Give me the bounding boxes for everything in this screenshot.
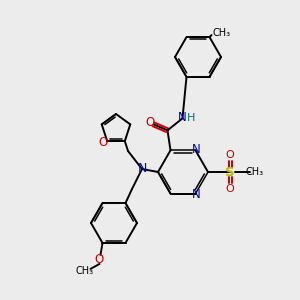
Text: O: O (226, 150, 234, 160)
Text: CH₃: CH₃ (212, 28, 231, 38)
Text: N: N (178, 111, 187, 124)
Text: O: O (145, 116, 154, 129)
Text: N: N (137, 163, 147, 176)
Text: S: S (225, 166, 235, 178)
Text: O: O (95, 254, 104, 266)
Text: CH₃: CH₃ (75, 266, 94, 276)
Text: N: N (192, 143, 201, 156)
Text: CH₃: CH₃ (246, 167, 264, 177)
Text: O: O (226, 184, 234, 194)
Text: O: O (99, 136, 108, 148)
Text: H: H (187, 113, 196, 123)
Text: N: N (192, 188, 201, 201)
